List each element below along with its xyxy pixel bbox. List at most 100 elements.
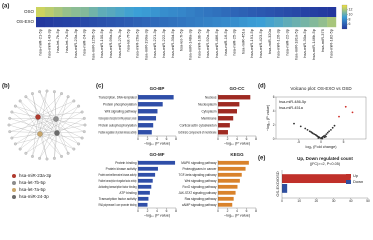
- heat-cell: [97, 7, 107, 18]
- colorbar-tick-label: 10: [349, 13, 353, 17]
- category-label: Protein binding: [115, 161, 136, 165]
- column-label: hsa-miR-320a: [267, 28, 272, 54]
- network-edge: [39, 124, 86, 135]
- heat-cell: [327, 7, 337, 18]
- target-node: [24, 95, 28, 99]
- network-edge: [32, 116, 39, 157]
- network-edge: [39, 93, 62, 135]
- network-edge: [37, 116, 48, 160]
- category-label: JAK-STAT signaling pathway: [179, 191, 217, 195]
- figure: (a) (b) (c) (d) (e) OSO OS-EXOhsa-miR-21-…: [2, 3, 370, 218]
- column-label: hsa-miR-221-3p: [152, 28, 157, 57]
- heat-cell: [115, 17, 125, 28]
- network-edge: [11, 111, 41, 135]
- target-node: [77, 104, 80, 108]
- bar: [218, 123, 230, 128]
- mirna-node: [35, 114, 41, 120]
- x-tick-label: 4: [156, 137, 158, 141]
- bar: [218, 202, 233, 207]
- point: [344, 105, 347, 108]
- network-edge: [37, 100, 74, 118]
- bar: [138, 166, 158, 171]
- point: [325, 133, 328, 136]
- x-tick-label: 30: [332, 199, 336, 203]
- column-label: hsa-miR-16-5p: [223, 28, 228, 55]
- y-tick-label: 2: [273, 123, 275, 127]
- bar: [218, 178, 240, 183]
- legend-label: hsa-let-7b-5p: [19, 180, 46, 185]
- point: [326, 131, 329, 134]
- heat-cell: [141, 7, 151, 18]
- column-label: hsa-miR-486-5p: [214, 28, 219, 57]
- point: [320, 137, 323, 140]
- column-label: hsa-miR-182-5p: [329, 28, 334, 57]
- target-node: [18, 147, 22, 151]
- bar: [218, 116, 234, 121]
- heat-cell: [212, 17, 222, 28]
- network-edge: [55, 96, 69, 120]
- colorbar-tick-label: 12: [349, 8, 353, 12]
- mirna-node: [53, 116, 59, 122]
- column-label: hsa-miR-146b-5p: [311, 28, 316, 60]
- heat-cell: [141, 17, 151, 28]
- network-edge: [39, 91, 57, 120]
- target-node: [7, 123, 11, 127]
- category-label: Cortical actin cytoskeleton: [179, 123, 216, 127]
- network-edge: [39, 133, 62, 157]
- x-tick-label: 0: [281, 199, 283, 203]
- x-tick-label: 4: [156, 209, 158, 213]
- heat-cell: [36, 17, 46, 28]
- point: [338, 115, 340, 118]
- point: [310, 131, 312, 133]
- heat-cell: [274, 7, 284, 18]
- target-node: [77, 142, 80, 146]
- category-label: Nucleoplasm: [198, 102, 217, 106]
- x-tick-label: 8: [175, 209, 177, 213]
- column-label: hsa-miR-30a-5p: [302, 28, 307, 57]
- heat-cell: [71, 7, 81, 18]
- panel-label: (e): [258, 156, 265, 162]
- category-label: TGF-beta signaling pathway: [179, 173, 217, 177]
- target-node: [31, 92, 34, 95]
- bar: [138, 102, 163, 107]
- heat-cell: [124, 7, 134, 18]
- column-label: hsa-miR-21-5p: [37, 28, 42, 55]
- x-tick-label: 6: [246, 137, 248, 141]
- point: [317, 137, 320, 139]
- point: [316, 135, 319, 138]
- heat-cell: [80, 7, 90, 18]
- network-edge: [39, 132, 58, 159]
- point: [323, 136, 326, 139]
- column-label: hsa-let-7a-5p: [64, 28, 69, 52]
- category-label: Activating transcription factor binding: [99, 185, 137, 189]
- heat-cell: [300, 7, 310, 18]
- network-edge: [8, 124, 41, 135]
- heat-cell: [309, 17, 319, 28]
- x-tick-label: 10: [297, 199, 301, 203]
- point: [328, 130, 330, 133]
- point: [293, 122, 295, 125]
- x-tick-label: 4: [236, 209, 238, 213]
- column-label: hsa-miR-199a-3p: [143, 28, 148, 60]
- target-node: [31, 155, 34, 158]
- network-edge: [20, 116, 39, 150]
- heat-cell: [177, 17, 187, 28]
- x-axis-label: −log₁₀ (P value): [144, 142, 171, 146]
- category-label: Wnt signaling pathway: [185, 179, 217, 183]
- network-edge: [39, 133, 83, 139]
- category-label: Positive regulation of transcription fro…: [99, 116, 137, 120]
- network-edge: [11, 133, 41, 139]
- heat-cell: [230, 17, 240, 28]
- panel-label: (d): [258, 84, 266, 90]
- network-edge: [37, 116, 62, 157]
- legend-label: Down: [353, 179, 363, 184]
- heat-cell: [203, 17, 213, 28]
- colorbar: [341, 4, 348, 30]
- bar: [282, 174, 351, 184]
- heat-cell: [212, 7, 222, 18]
- category-label: Membrane: [201, 116, 216, 120]
- row-label: OSO: [24, 9, 35, 14]
- network-edge: [25, 132, 58, 154]
- heat-cell: [300, 17, 310, 28]
- category-label: Proteoglycans in cancer: [182, 167, 217, 171]
